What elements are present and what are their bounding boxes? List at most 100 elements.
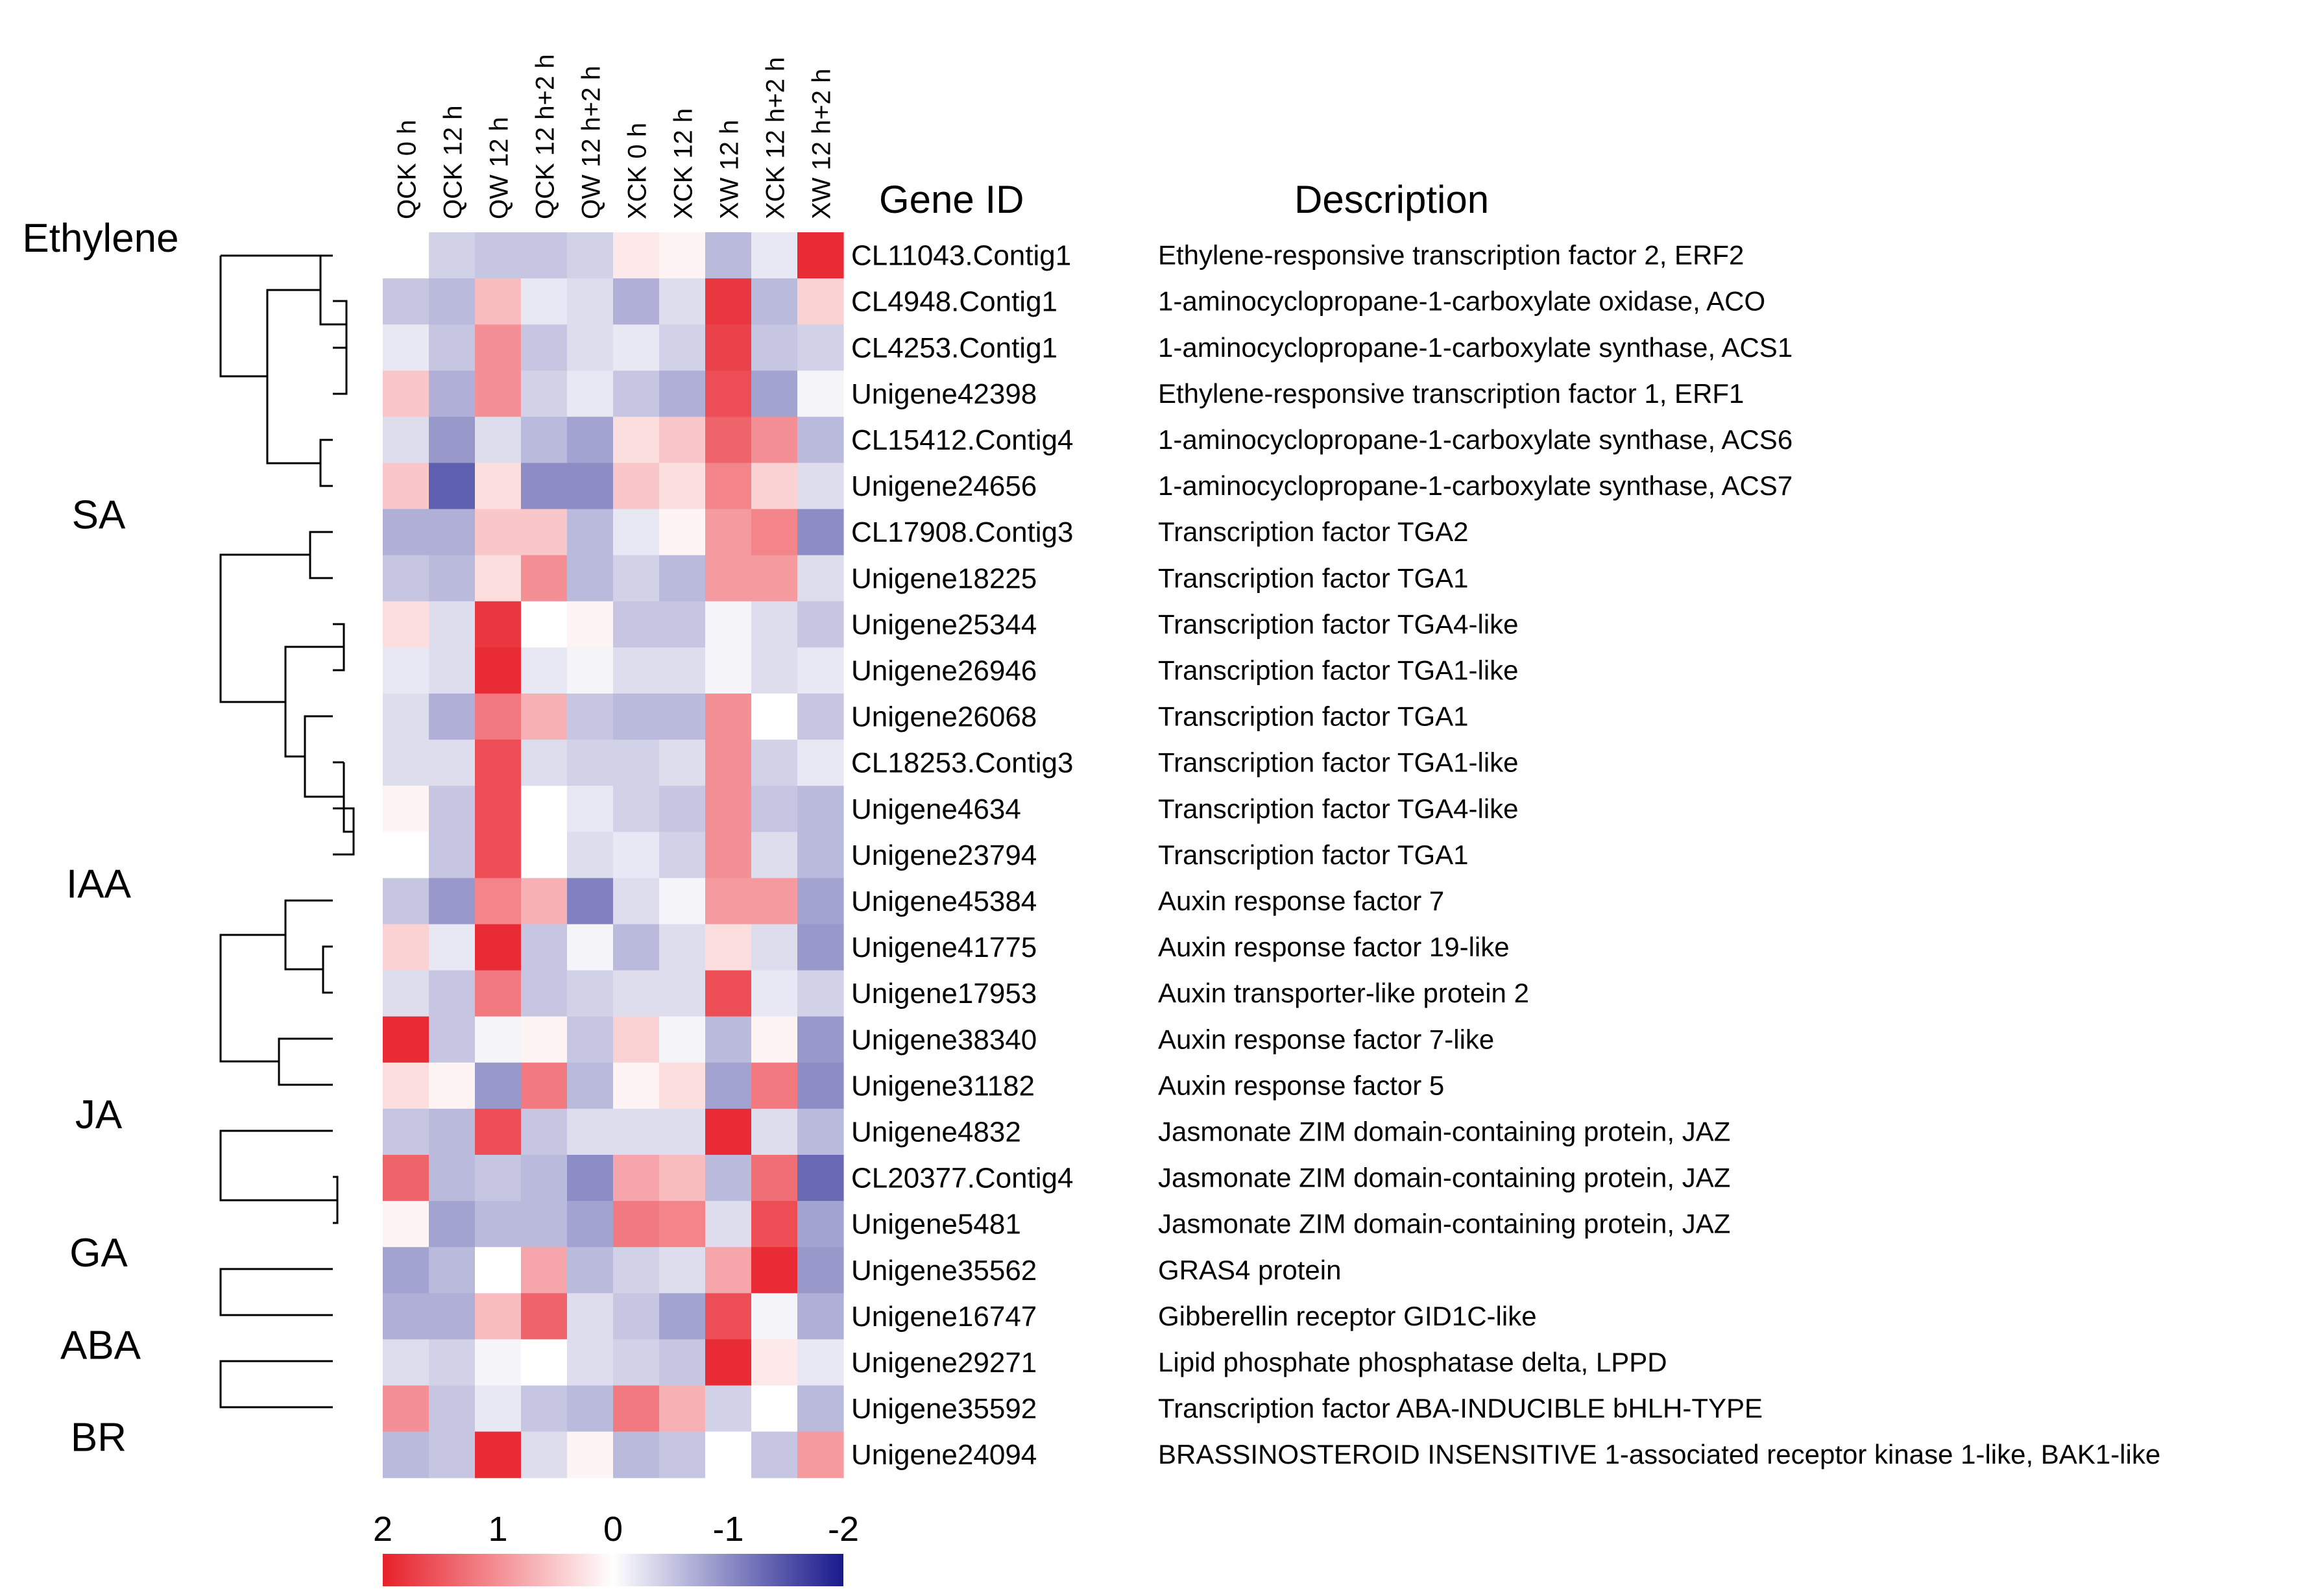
heatmap-cell bbox=[659, 1247, 706, 1294]
description-label: Auxin transporter-like protein 2 bbox=[1158, 978, 1529, 1008]
heatmap-cell bbox=[429, 1201, 476, 1248]
heatmap-cell bbox=[521, 1293, 568, 1340]
heatmap-cell bbox=[705, 878, 752, 925]
heatmap-cell bbox=[521, 1108, 568, 1155]
column-label: QCK 12 h+2 h bbox=[531, 54, 560, 219]
heatmap-cell bbox=[383, 1062, 429, 1109]
heatmap-cell bbox=[705, 1431, 752, 1479]
heatmap-cell bbox=[613, 924, 660, 971]
description-label: 1-aminocyclopropane-1-carboxylate syntha… bbox=[1158, 470, 1793, 501]
heatmap-cell bbox=[797, 924, 844, 971]
heatmap-cell bbox=[475, 924, 522, 971]
heatmap-cell bbox=[613, 694, 660, 740]
dendrogram-branch bbox=[219, 934, 285, 1063]
dendrogram-branch bbox=[343, 762, 354, 833]
heatmap-cell bbox=[429, 370, 476, 417]
group-labels: Ethylene SA IAA JA GA ABA BR bbox=[22, 216, 178, 1460]
heatmap-cell bbox=[705, 1155, 752, 1202]
gene-id-label: Unigene25344 bbox=[851, 609, 1037, 640]
heatmap-cell bbox=[567, 278, 614, 325]
heatmap-cell bbox=[751, 1247, 798, 1294]
heatmap-cell bbox=[751, 740, 798, 786]
heatmap-cell bbox=[751, 601, 798, 648]
heatmap-cell bbox=[613, 647, 660, 694]
group-label: ABA bbox=[60, 1323, 141, 1368]
heatmap-cell bbox=[567, 1385, 614, 1433]
heatmap-cell bbox=[429, 601, 476, 648]
gene-id-label: Unigene4832 bbox=[851, 1116, 1021, 1148]
heatmap-cell bbox=[659, 1062, 706, 1109]
heatmap-cell bbox=[567, 878, 614, 925]
heatmap-cell bbox=[659, 232, 706, 279]
color-scale-tick-label: 1 bbox=[488, 1510, 507, 1549]
heatmap-cell bbox=[751, 324, 798, 371]
heatmap-cell bbox=[797, 463, 844, 510]
heatmap-cell bbox=[797, 1201, 844, 1248]
heatmap-cell bbox=[567, 924, 614, 971]
heatmap-cell bbox=[429, 832, 476, 878]
heatmap-cell bbox=[797, 555, 844, 602]
heatmap-cell bbox=[429, 1293, 476, 1340]
heatmap-cell bbox=[429, 1155, 476, 1202]
heatmap-cell bbox=[751, 509, 798, 556]
heatmap-cell bbox=[751, 832, 798, 878]
heatmap-cell bbox=[797, 740, 844, 786]
heatmap-cell bbox=[613, 417, 660, 464]
heatmap-cell bbox=[475, 970, 522, 1017]
gene-id-label: CL4253.Contig1 bbox=[851, 332, 1057, 364]
heatmap-cell bbox=[659, 924, 706, 971]
heatmap-cell bbox=[751, 1201, 798, 1248]
description-header: Description bbox=[1294, 178, 1489, 221]
heatmap-cell bbox=[521, 647, 568, 694]
heatmap-cell bbox=[659, 324, 706, 371]
description-label: Transcription factor ABA-INDUCIBLE bHLH-… bbox=[1158, 1393, 1763, 1423]
heatmap-cell bbox=[797, 970, 844, 1017]
heatmap-cell bbox=[521, 878, 568, 925]
heatmap-cell bbox=[429, 694, 476, 740]
heatmap-cell bbox=[705, 1016, 752, 1063]
group-label: GA bbox=[69, 1231, 128, 1276]
description-label: Auxin response factor 7 bbox=[1158, 886, 1444, 916]
gene-id-label: Unigene35562 bbox=[851, 1255, 1037, 1287]
heatmap-cell bbox=[659, 647, 706, 694]
dendrogram-branch bbox=[219, 1130, 337, 1202]
heatmap-cell bbox=[521, 1385, 568, 1433]
heatmap-cell bbox=[475, 878, 522, 925]
heatmap-cell bbox=[521, 324, 568, 371]
heatmap-cell bbox=[567, 1062, 614, 1109]
heatmap-cell bbox=[705, 1247, 752, 1294]
heatmap-cell bbox=[429, 463, 476, 510]
heatmap-cell bbox=[751, 970, 798, 1017]
heatmap-cell bbox=[705, 924, 752, 971]
heatmap-cell bbox=[383, 1155, 429, 1202]
color-scale-tick-label: -1 bbox=[712, 1510, 743, 1549]
heatmap-cell bbox=[567, 1016, 614, 1063]
description-label: Transcription factor TGA1-like bbox=[1158, 747, 1519, 778]
heatmap-cell bbox=[383, 1385, 429, 1433]
heatmap-cell bbox=[797, 509, 844, 556]
dendrogram-branch bbox=[304, 715, 344, 798]
heatmap-cell bbox=[475, 1016, 522, 1063]
gene-id-header: Gene ID bbox=[879, 178, 1024, 221]
heatmap-cell bbox=[659, 370, 706, 417]
gene-id-label: Unigene16747 bbox=[851, 1301, 1037, 1333]
heatmap-cell bbox=[429, 324, 476, 371]
heatmap-cell bbox=[383, 278, 429, 325]
heatmap-cell bbox=[475, 370, 522, 417]
heatmap-cell bbox=[613, 878, 660, 925]
column-label: XW 12 h bbox=[716, 120, 744, 219]
description-labels: Ethylene-responsive transcription factor… bbox=[1158, 240, 2160, 1470]
heatmap-cell bbox=[383, 370, 429, 417]
heatmap-cell bbox=[475, 1062, 522, 1109]
heatmap-cell bbox=[383, 740, 429, 786]
heatmap-cell bbox=[383, 463, 429, 510]
heatmap-cell bbox=[659, 1155, 706, 1202]
heatmap-cell bbox=[751, 786, 798, 832]
heatmap-cell bbox=[613, 832, 660, 878]
heatmap-cell bbox=[613, 232, 660, 279]
gene-id-label: Unigene4634 bbox=[851, 793, 1021, 825]
heatmap-cell bbox=[429, 1108, 476, 1155]
heatmap-cell bbox=[705, 832, 752, 878]
heatmap-cell bbox=[705, 786, 752, 832]
